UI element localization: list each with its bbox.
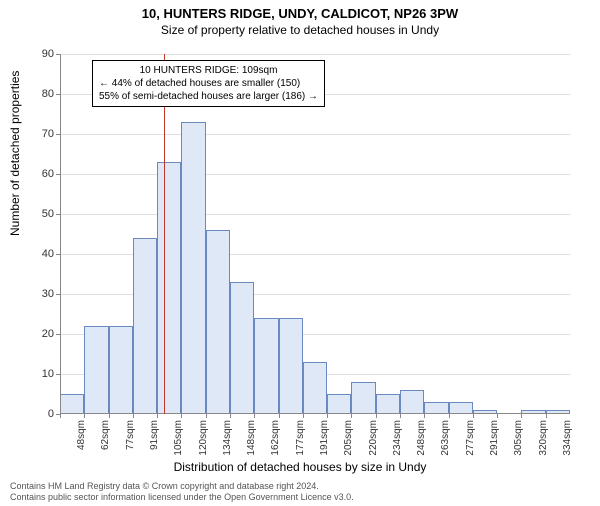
x-tick-mark	[449, 414, 450, 418]
x-tick-label: 91sqm	[149, 420, 160, 450]
histogram-bar	[60, 394, 84, 414]
x-tick-mark	[109, 414, 110, 418]
x-tick-mark	[546, 414, 547, 418]
x-tick-mark	[521, 414, 522, 418]
y-tick-label: 50	[24, 208, 54, 220]
y-tick-label: 40	[24, 248, 54, 260]
y-tick-label: 60	[24, 168, 54, 180]
y-tick-label: 0	[24, 408, 54, 420]
annotation-box: 10 HUNTERS RIDGE: 109sqm← 44% of detache…	[92, 60, 325, 107]
histogram-bar	[303, 362, 327, 414]
x-tick-label: 234sqm	[392, 420, 403, 456]
annotation-line: 10 HUNTERS RIDGE: 109sqm	[99, 64, 318, 77]
histogram-bar	[206, 230, 230, 414]
histogram-bar	[109, 326, 133, 414]
x-tick-mark	[400, 414, 401, 418]
x-tick-mark	[206, 414, 207, 418]
histogram-bar	[254, 318, 278, 414]
footer-line-1: Contains HM Land Registry data © Crown c…	[10, 481, 590, 492]
gridline	[60, 174, 570, 175]
x-axis-title: Distribution of detached houses by size …	[0, 460, 600, 474]
x-tick-mark	[84, 414, 85, 418]
x-tick-label: 263sqm	[440, 420, 451, 456]
x-tick-label: 220sqm	[368, 420, 379, 456]
x-tick-mark	[473, 414, 474, 418]
y-tick-label: 10	[24, 368, 54, 380]
histogram-bar	[376, 394, 400, 414]
x-tick-label: 120sqm	[198, 420, 209, 456]
x-axis-line	[60, 413, 570, 414]
x-tick-mark	[327, 414, 328, 418]
x-tick-label: 205sqm	[343, 420, 354, 456]
x-tick-mark	[376, 414, 377, 418]
histogram-bar	[230, 282, 254, 414]
x-tick-mark	[230, 414, 231, 418]
x-tick-label: 105sqm	[173, 420, 184, 456]
histogram-bar	[181, 122, 205, 414]
x-tick-mark	[303, 414, 304, 418]
x-tick-label: 162sqm	[270, 420, 281, 456]
x-tick-label: 48sqm	[76, 420, 87, 450]
histogram-bar	[327, 394, 351, 414]
property-marker-line	[164, 54, 166, 414]
gridline	[60, 214, 570, 215]
x-tick-mark	[279, 414, 280, 418]
y-tick-label: 80	[24, 88, 54, 100]
annotation-line: 55% of semi-detached houses are larger (…	[99, 90, 318, 103]
x-tick-mark	[60, 414, 61, 418]
x-tick-label: 320sqm	[538, 420, 549, 456]
x-tick-mark	[157, 414, 158, 418]
chart-title-sub: Size of property relative to detached ho…	[0, 23, 600, 37]
x-tick-mark	[424, 414, 425, 418]
histogram-bar	[157, 162, 181, 414]
x-tick-label: 191sqm	[319, 420, 330, 456]
histogram-bar	[400, 390, 424, 414]
y-axis-line	[60, 54, 61, 414]
y-tick-label: 30	[24, 288, 54, 300]
x-tick-label: 177sqm	[295, 420, 306, 456]
y-tick-label: 90	[24, 48, 54, 60]
histogram-bar	[133, 238, 157, 414]
footer-line-2: Contains public sector information licen…	[10, 492, 590, 503]
x-tick-label: 305sqm	[513, 420, 524, 456]
x-tick-label: 334sqm	[562, 420, 573, 456]
x-tick-mark	[133, 414, 134, 418]
x-tick-mark	[254, 414, 255, 418]
y-axis-title: Number of detached properties	[8, 71, 22, 236]
histogram-bar	[84, 326, 108, 414]
x-tick-label: 62sqm	[100, 420, 111, 450]
chart-title-main: 10, HUNTERS RIDGE, UNDY, CALDICOT, NP26 …	[0, 6, 600, 21]
histogram-bar	[351, 382, 375, 414]
x-tick-label: 148sqm	[246, 420, 257, 456]
x-tick-mark	[181, 414, 182, 418]
chart-plot-area: 10 HUNTERS RIDGE: 109sqm← 44% of detache…	[60, 54, 570, 414]
x-tick-label: 77sqm	[125, 420, 136, 450]
x-tick-label: 291sqm	[489, 420, 500, 456]
x-tick-label: 277sqm	[465, 420, 476, 456]
x-tick-mark	[351, 414, 352, 418]
x-tick-label: 248sqm	[416, 420, 427, 456]
x-tick-label: 134sqm	[222, 420, 233, 456]
x-tick-mark	[497, 414, 498, 418]
y-tick-label: 70	[24, 128, 54, 140]
histogram-bar	[279, 318, 303, 414]
gridline	[60, 54, 570, 55]
annotation-line: ← 44% of detached houses are smaller (15…	[99, 77, 318, 90]
y-tick-label: 20	[24, 328, 54, 340]
gridline	[60, 134, 570, 135]
